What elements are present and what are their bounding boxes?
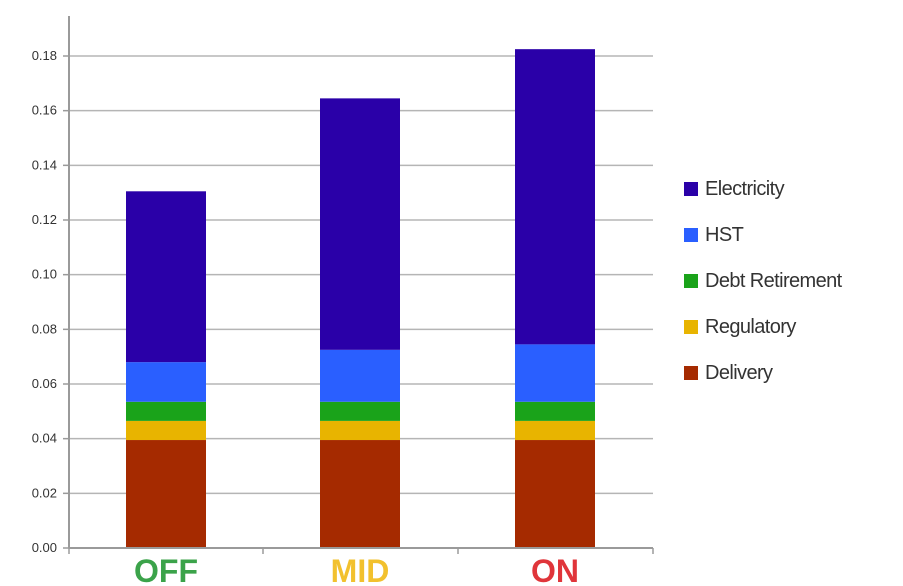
legend-item-debt-retirement: Debt Retirement [684, 270, 842, 292]
bar-segment-electricity [320, 98, 400, 350]
legend-swatch [684, 320, 698, 334]
y-tick-label: 0.08 [32, 321, 57, 336]
bar-segment-regulatory [126, 420, 206, 441]
bar-segment-hst [126, 362, 206, 402]
x-category-label: OFF [134, 553, 198, 586]
y-tick-label: 0.06 [32, 376, 57, 391]
y-tick-label: 0.04 [32, 431, 57, 446]
bar-segment-regulatory [320, 420, 400, 441]
y-tick-label: 0.14 [32, 157, 57, 172]
bar-segment-hst [320, 349, 400, 402]
bar-segment-electricity [126, 191, 206, 363]
legend-label: Debt Retirement [705, 269, 842, 292]
legend-item-hst: HST [684, 224, 842, 246]
legend-swatch [684, 228, 698, 242]
y-tick-label: 0.16 [32, 103, 57, 118]
axes [63, 16, 654, 554]
legend-item-regulatory: Regulatory [684, 316, 842, 338]
bar-segment-delivery [320, 440, 400, 548]
legend-swatch [684, 182, 698, 196]
legend-swatch [684, 274, 698, 288]
bars [126, 49, 595, 548]
axis-labels: 0.00 0.02 0.04 0.06 0.08 0.10 0.12 0.14 0.16 0.18… [32, 48, 579, 586]
bar-segment-debt-retirement [320, 401, 400, 421]
y-tick-label: 0.02 [32, 485, 57, 500]
y-tick-label: 0.18 [32, 48, 57, 63]
legend-swatch [684, 366, 698, 380]
legend-item-electricity: Electricity [684, 178, 842, 200]
bar-segment-delivery [515, 440, 595, 548]
bar-segment-regulatory [515, 420, 595, 441]
legend-label: HST [705, 223, 744, 246]
bar-segment-debt-retirement [515, 401, 595, 421]
y-tick-label: 0.12 [32, 212, 57, 227]
x-category-label: MID [331, 553, 390, 586]
bar-segment-delivery [126, 440, 206, 548]
legend-label: Delivery [705, 361, 773, 384]
bar-segment-debt-retirement [126, 401, 206, 421]
bar-segment-hst [515, 344, 595, 402]
y-tick-label: 0.10 [32, 267, 57, 282]
legend-label: Electricity [705, 177, 785, 200]
bar-segment-electricity [515, 49, 595, 345]
x-category-label: ON [531, 553, 579, 586]
legend-label: Regulatory [705, 315, 796, 338]
y-tick-label: 0.00 [32, 540, 57, 555]
legend-item-delivery: Delivery [684, 362, 842, 384]
legend: Electricity HST Debt Retirement Regulatory D… [684, 178, 842, 408]
